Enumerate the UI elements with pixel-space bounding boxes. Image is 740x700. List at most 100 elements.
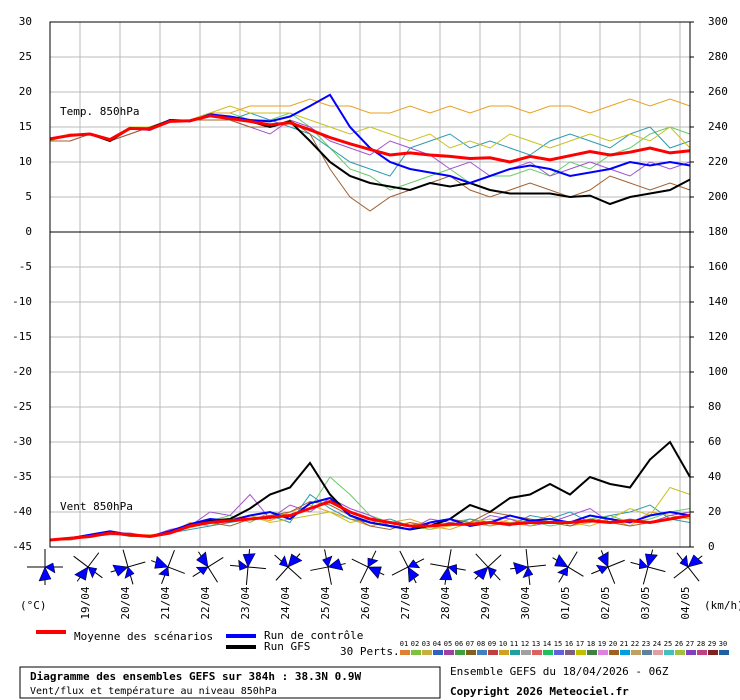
- rose-petal: [687, 554, 704, 568]
- rose-petal: [487, 566, 497, 580]
- x-tick-label: 04/05: [679, 586, 692, 619]
- pert-swatch: [455, 650, 465, 655]
- rose-petal: [367, 566, 382, 580]
- pert-swatch: [554, 650, 564, 655]
- y-unit: (°C): [20, 599, 47, 612]
- y-tick-label: -5: [19, 260, 32, 273]
- rose-petal: [242, 553, 256, 568]
- pert-code: 27: [686, 640, 694, 648]
- wind-rose: [430, 549, 466, 585]
- pert-code: 22: [631, 640, 639, 648]
- pert-code: 24: [653, 640, 661, 648]
- footer-title: Diagramme des ensembles GEFS sur 384h : …: [30, 670, 362, 683]
- rose-petal: [367, 557, 379, 568]
- pert-code: 29: [708, 640, 716, 648]
- y2-tick-label: 200: [708, 190, 728, 203]
- y-tick-label: -30: [12, 435, 32, 448]
- rose-petal: [87, 566, 98, 579]
- wind-rose: [310, 549, 346, 585]
- pert-swatch: [664, 650, 674, 655]
- wind-rose: [591, 550, 625, 584]
- pert-code: 11: [510, 640, 518, 648]
- y-tick-label: 5: [25, 190, 32, 203]
- y2-tick-label: 40: [708, 470, 721, 483]
- y2-tick-label: 220: [708, 155, 728, 168]
- y-tick-label: 25: [19, 50, 32, 63]
- y-tick-label: 30: [19, 15, 32, 28]
- temp-label: Temp. 850hPa: [60, 105, 139, 118]
- wind-rose: [192, 551, 224, 583]
- x-tick-label: 21/04: [159, 586, 172, 619]
- pert-code: 15: [554, 640, 562, 648]
- legend-label: Run GFS: [264, 640, 310, 653]
- footer-run: Ensemble GEFS du 18/04/2026 - 06Z: [450, 665, 669, 678]
- pert-code: 07: [466, 640, 474, 648]
- panel-frame: [49, 231, 691, 548]
- pert-code: 04: [433, 640, 441, 648]
- x-tick-label: 03/05: [639, 586, 652, 619]
- y-tick-label: 20: [19, 85, 32, 98]
- pert-swatch: [708, 650, 718, 655]
- rose-petal: [112, 564, 129, 577]
- legend-label: Run de contrôle: [264, 629, 363, 642]
- y-tick-label: -40: [12, 505, 32, 518]
- y-tick-label: -20: [12, 365, 32, 378]
- y2-unit: (km/h): [704, 599, 740, 612]
- y2-tick-label: 260: [708, 85, 728, 98]
- y2-tick-label: 120: [708, 330, 728, 343]
- rose-petal: [644, 553, 658, 568]
- pert-swatch: [653, 650, 663, 655]
- pert-code: 16: [565, 640, 573, 648]
- pert-swatch: [488, 650, 498, 655]
- pert-swatch: [543, 650, 553, 655]
- pert-swatch: [422, 650, 432, 655]
- wind-rose: [151, 550, 185, 584]
- wind-rose: [274, 553, 303, 581]
- pert-code: 01: [400, 640, 408, 648]
- pert-code: 18: [587, 640, 595, 648]
- wind-rose: [473, 553, 502, 581]
- series-line: [49, 114, 691, 164]
- x-tick-label: 02/05: [599, 586, 612, 619]
- pert-code: 02: [411, 640, 419, 648]
- rose-petal: [327, 558, 344, 571]
- y2-tick-label: 280: [708, 50, 728, 63]
- pert-code: 14: [543, 640, 551, 648]
- x-tick-label: 22/04: [199, 586, 212, 619]
- pert-swatch: [631, 650, 641, 655]
- x-tick-label: 25/04: [319, 586, 332, 619]
- rose-petal: [74, 566, 89, 581]
- pert-swatch: [400, 650, 410, 655]
- pert-swatch: [565, 650, 575, 655]
- x-tick-label: 01/05: [559, 586, 572, 619]
- rose-petal: [195, 566, 209, 576]
- y2-tick-label: 80: [708, 400, 721, 413]
- y2-tick-label: 0: [708, 540, 715, 553]
- rose-petal: [522, 566, 534, 578]
- pert-code: 19: [598, 640, 606, 648]
- series-line: [49, 499, 691, 542]
- wind-rose: [391, 550, 425, 584]
- rose-petal: [407, 559, 421, 569]
- rose-petal: [278, 555, 289, 568]
- pert-code: 17: [576, 640, 584, 648]
- pert-code: 12: [521, 640, 529, 648]
- y-tick-label: 10: [19, 155, 32, 168]
- pert-swatch: [587, 650, 597, 655]
- rose-petal: [439, 566, 453, 581]
- rose-petal: [196, 551, 209, 568]
- pert-swatch: [499, 650, 509, 655]
- y2-tick-label: 60: [708, 435, 721, 448]
- pert-code: 25: [664, 640, 672, 648]
- perts-label: 30 Perts.: [340, 645, 400, 658]
- pert-code: 10: [499, 640, 507, 648]
- rose-petal: [44, 562, 56, 574]
- pert-swatch: [697, 650, 707, 655]
- x-tick-label: 26/04: [359, 586, 372, 619]
- pert-swatch: [532, 650, 542, 655]
- pert-swatch: [411, 650, 421, 655]
- pert-code: 13: [532, 640, 540, 648]
- x-tick-label: 19/04: [79, 586, 92, 619]
